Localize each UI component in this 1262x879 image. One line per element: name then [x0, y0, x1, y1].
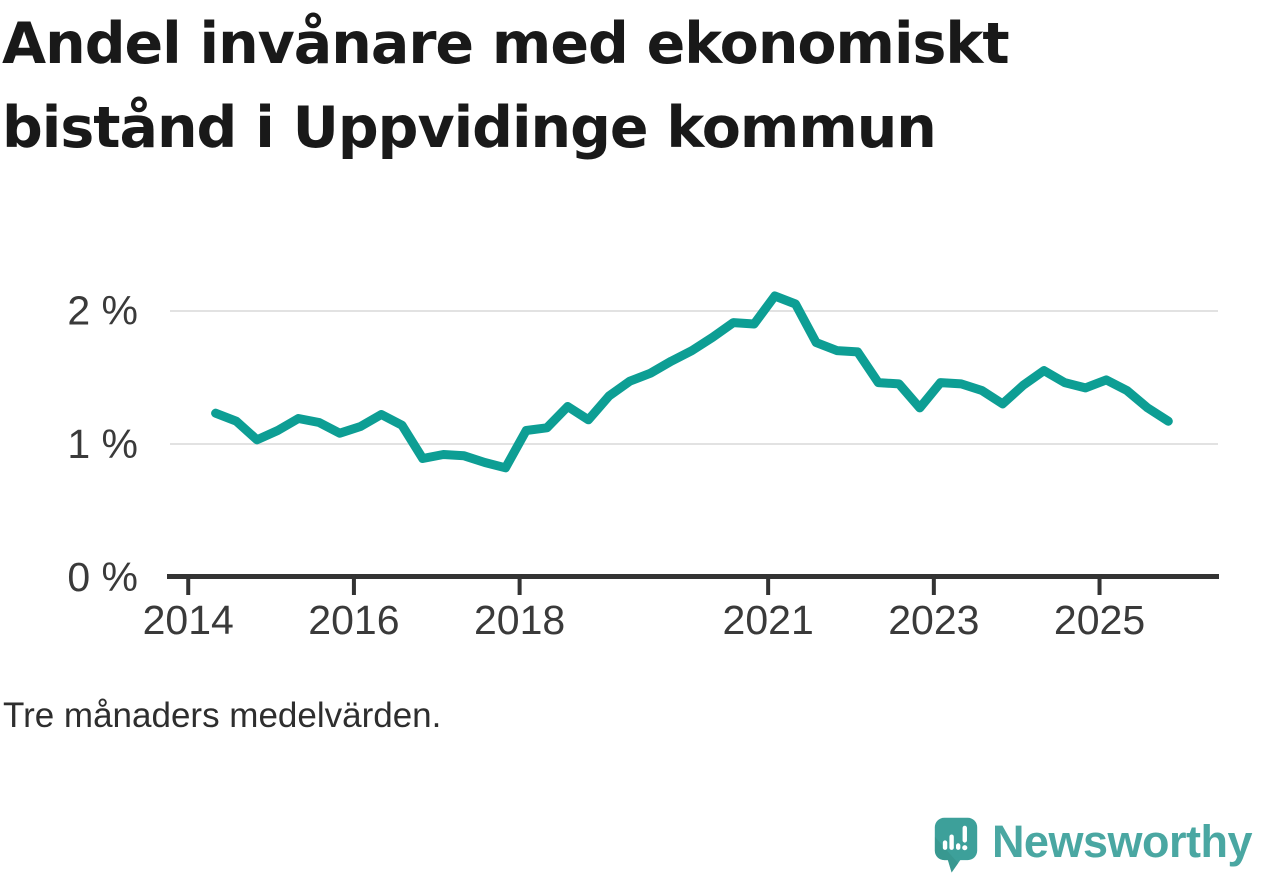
x-tick-label-2018: 2018 — [474, 597, 565, 643]
x-tick-2016 — [351, 574, 356, 595]
line-chart-plot: 0 % 1 % 2 % 2014 2016 2018 2021 2023 2025 — [67, 288, 1219, 643]
x-tick-label-2016: 2016 — [308, 597, 399, 643]
newsworthy-logo: Newsworthy — [934, 816, 1253, 874]
logo-bars-and-exclamation — [942, 825, 968, 851]
y-tick-label-0: 0 % — [67, 554, 138, 600]
x-tick-2021 — [766, 574, 771, 595]
logo-bubble-shape — [934, 817, 978, 873]
x-tick-label-2023: 2023 — [888, 597, 979, 643]
gridline-2% — [170, 310, 1218, 312]
gridline-1% — [170, 443, 1218, 445]
chart-footnote: Tre månaders medelvärden. — [3, 696, 442, 735]
speech-bubble-bar-chart-icon — [934, 817, 978, 873]
x-axis-line — [167, 574, 1219, 579]
data-line — [211, 291, 1173, 473]
chart-title-line-2: bistånd i Uppvidinge kommun — [2, 95, 937, 162]
x-tick-label-2025: 2025 — [1054, 597, 1145, 643]
x-tick-2018 — [517, 574, 522, 595]
chart-title: Andel invånare med ekonomiskt bistånd i … — [2, 2, 1102, 171]
x-tick-2014 — [186, 574, 191, 595]
x-tick-label-2021: 2021 — [723, 597, 814, 643]
x-tick-2023 — [931, 574, 936, 595]
y-tick-label-2: 2 % — [67, 288, 138, 334]
x-tick-label-2014: 2014 — [143, 597, 234, 643]
newsworthy-wordmark: Newsworthy — [991, 816, 1253, 867]
y-tick-label-1: 1 % — [67, 421, 138, 467]
chart-title-line-1: Andel invånare med ekonomiskt — [2, 11, 1010, 77]
x-tick-2025 — [1097, 574, 1102, 595]
